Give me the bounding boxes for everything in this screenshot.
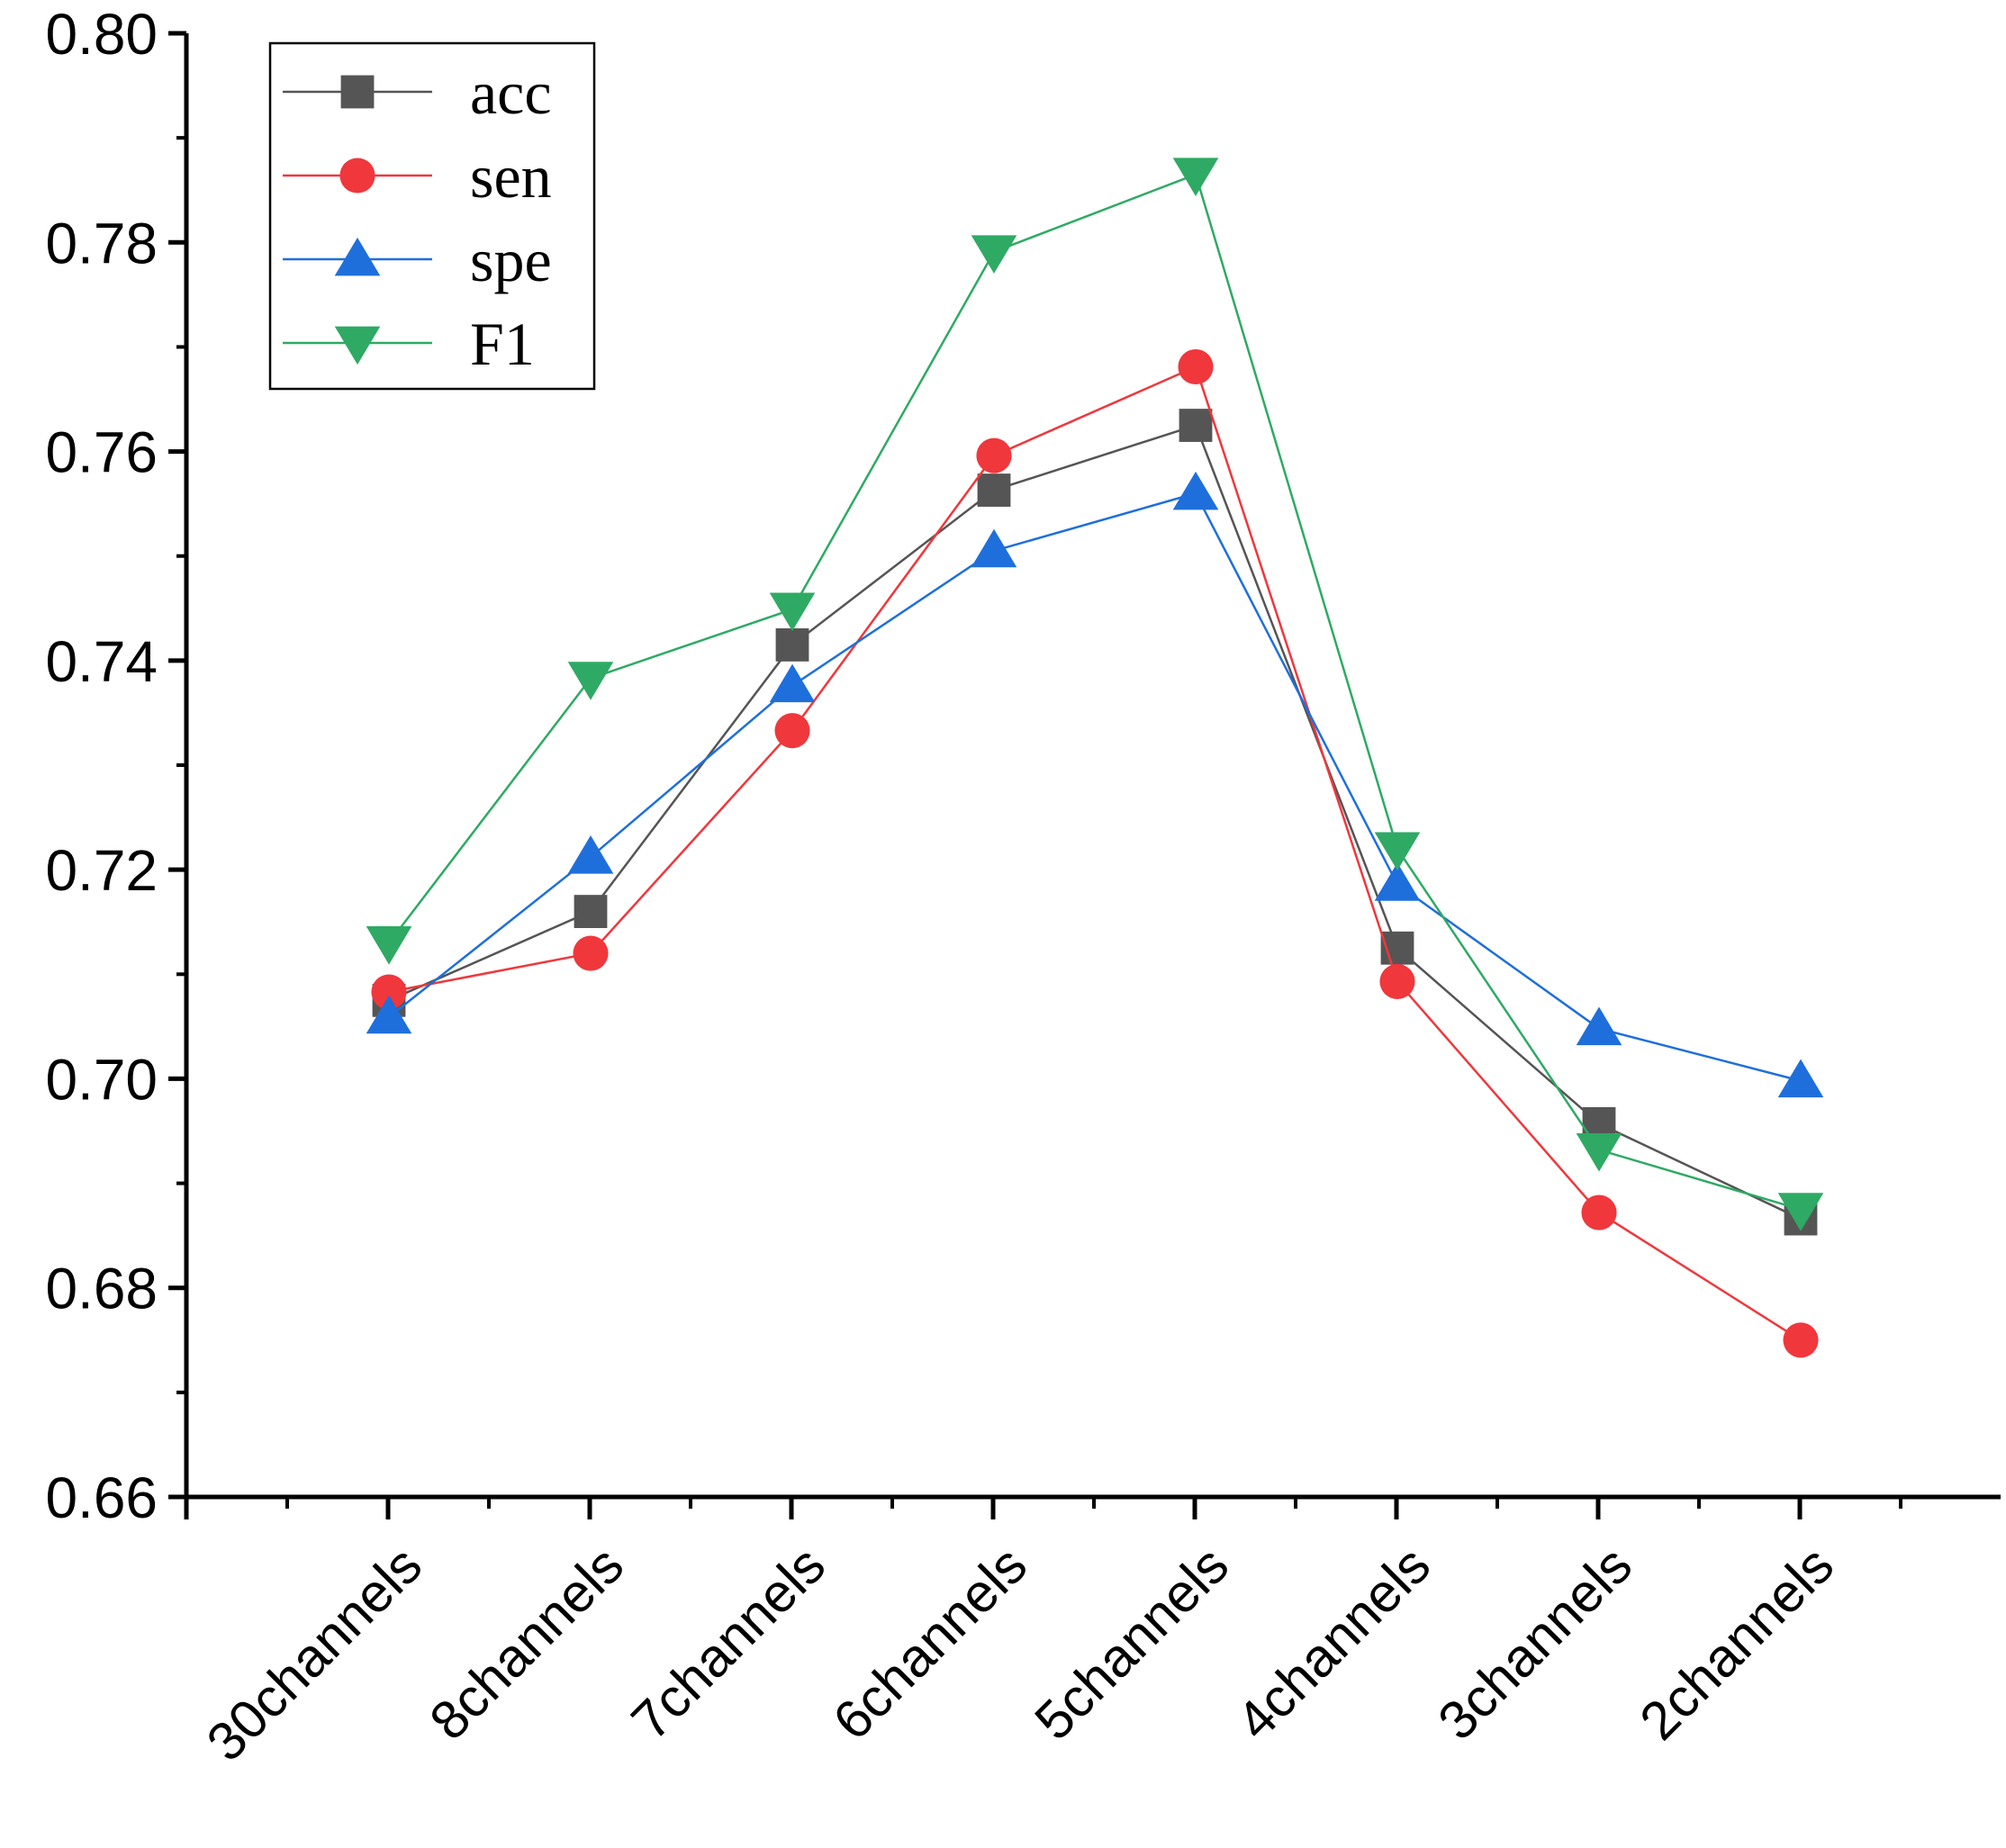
data-point-spe <box>1172 471 1219 510</box>
data-point-sen <box>976 437 1012 473</box>
data-point-f1 <box>971 235 1017 274</box>
data-point-f1 <box>1172 158 1219 196</box>
data-point-acc <box>574 895 608 928</box>
series-spe <box>366 471 1824 1098</box>
data-point-sen <box>774 713 810 749</box>
data-point-spe <box>971 528 1017 568</box>
series-acc <box>372 409 1818 1236</box>
data-point-spe <box>1576 1006 1622 1046</box>
x-tick-label: 2channels <box>1628 1535 1845 1752</box>
data-point-f1 <box>1576 1133 1622 1172</box>
legend-marker-sen <box>339 158 375 194</box>
legend-label-acc: acc <box>470 59 552 127</box>
x-tick-label: 3channels <box>1426 1535 1643 1752</box>
y-tick-label: 0.76 <box>45 420 158 485</box>
data-point-sen <box>371 974 407 1010</box>
legend-marker-spe <box>334 237 381 276</box>
x-tick-label: 7channels <box>619 1535 836 1752</box>
series-layer <box>366 158 1824 1358</box>
y-tick-label: 0.72 <box>45 838 158 903</box>
series-line-spe <box>388 491 1802 1082</box>
data-point-spe <box>1374 862 1421 901</box>
legend-marker-acc <box>340 75 375 109</box>
y-tick-label: 0.78 <box>45 211 158 275</box>
x-tick-label: 8channels <box>418 1535 635 1752</box>
series-sen <box>371 348 1819 1358</box>
data-point-acc <box>977 473 1011 507</box>
x-tick-label: 30channels <box>195 1535 433 1772</box>
legend-marker-f1 <box>334 326 381 365</box>
y-tick-label: 0.74 <box>45 629 158 694</box>
data-point-f1 <box>1777 1193 1824 1231</box>
legend-box <box>268 41 596 391</box>
data-point-f1 <box>366 926 412 965</box>
x-tick-label: 6channels <box>821 1535 1038 1752</box>
y-tick-label: 0.66 <box>45 1465 158 1530</box>
data-point-f1 <box>567 662 614 700</box>
data-point-acc <box>775 628 809 662</box>
y-tick-label: 0.80 <box>45 2 158 67</box>
y-tick-label: 0.70 <box>45 1047 158 1112</box>
data-point-sen <box>573 935 609 971</box>
data-point-spe <box>1777 1059 1824 1098</box>
data-point-f1 <box>1374 832 1421 871</box>
data-point-sen <box>1783 1322 1819 1358</box>
x-tick-label: 4channels <box>1224 1535 1441 1752</box>
data-point-sen <box>1581 1194 1617 1230</box>
x-tick-label: 5channels <box>1023 1535 1240 1752</box>
data-point-sen <box>1379 963 1415 999</box>
y-tick-label: 0.68 <box>45 1257 158 1321</box>
series-f1 <box>366 158 1824 1231</box>
legend-label-f1: F1 <box>470 310 535 378</box>
data-point-spe <box>567 835 614 874</box>
legend: acc sen spe F1 <box>268 41 596 391</box>
data-point-spe <box>769 663 816 703</box>
data-point-f1 <box>769 592 816 632</box>
data-point-sen <box>1178 348 1214 385</box>
series-line-acc <box>388 423 1802 1221</box>
legend-label-spe: spe <box>470 226 552 294</box>
data-point-spe <box>366 995 412 1034</box>
data-point-acc <box>1179 409 1213 442</box>
legend-label-sen: sen <box>470 142 552 211</box>
series-line-sen <box>388 365 1802 1341</box>
series-line-f1 <box>388 173 1802 1211</box>
